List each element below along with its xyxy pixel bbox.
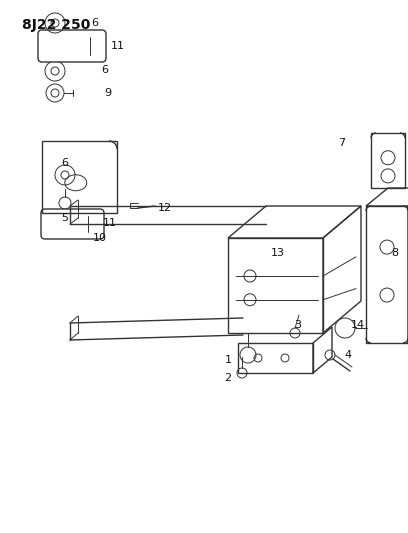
Text: 11: 11 bbox=[111, 41, 125, 51]
Text: 2: 2 bbox=[224, 373, 232, 383]
Text: 1: 1 bbox=[224, 355, 231, 365]
Text: 8: 8 bbox=[391, 248, 399, 258]
Text: 5: 5 bbox=[62, 213, 69, 223]
Text: 13: 13 bbox=[271, 248, 285, 258]
Text: 12: 12 bbox=[158, 203, 172, 213]
Text: 6: 6 bbox=[62, 158, 69, 168]
Text: 4: 4 bbox=[344, 350, 352, 360]
Text: 6: 6 bbox=[91, 18, 98, 28]
Text: 3: 3 bbox=[295, 320, 302, 330]
Bar bbox=[371, 133, 405, 188]
Bar bbox=[42, 141, 117, 213]
Text: 7: 7 bbox=[339, 138, 346, 148]
Text: 9: 9 bbox=[104, 88, 111, 98]
Text: 10: 10 bbox=[93, 233, 107, 243]
Bar bbox=[228, 238, 323, 333]
FancyBboxPatch shape bbox=[41, 209, 104, 239]
Text: 11: 11 bbox=[103, 218, 117, 228]
FancyBboxPatch shape bbox=[38, 30, 106, 62]
Bar bbox=[366, 206, 408, 343]
Text: 6: 6 bbox=[102, 65, 109, 75]
Text: 8J22 250: 8J22 250 bbox=[22, 18, 91, 32]
Text: 14: 14 bbox=[351, 320, 365, 330]
